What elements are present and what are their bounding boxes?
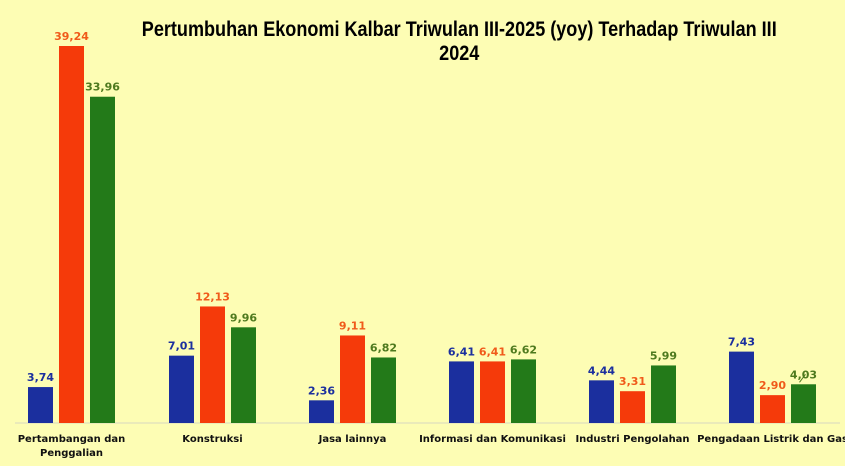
data-label: 4,03: [790, 368, 817, 381]
leader-line: [799, 373, 806, 383]
bar: [480, 361, 505, 423]
category-label: Pertambangan dan: [18, 434, 126, 445]
category-label: Industri Pengolahan: [575, 434, 689, 445]
data-label: 2,90: [759, 379, 786, 392]
bar: [340, 335, 365, 423]
data-label: 39,24: [54, 30, 89, 43]
data-label: 5,99: [650, 349, 677, 362]
bar: [28, 387, 53, 423]
chart-title: Pertumbuhan Ekonomi Kalbar Triwulan III-…: [141, 18, 777, 65]
category-label: Penggalian: [40, 448, 103, 459]
data-label: 9,11: [339, 319, 366, 332]
data-label: 6,41: [448, 345, 475, 358]
category-label: Konstruksi: [182, 434, 242, 445]
data-label: 3,31: [619, 375, 646, 388]
data-label: 7,43: [728, 336, 755, 349]
bar: [620, 391, 645, 423]
bar: [231, 327, 256, 423]
data-label: 33,96: [85, 81, 120, 94]
bar: [589, 380, 614, 423]
data-label: 7,01: [168, 340, 195, 353]
data-label: 6,62: [510, 343, 537, 356]
data-label: 6,41: [479, 345, 506, 358]
data-label: 2,36: [308, 384, 335, 397]
bar: [449, 361, 474, 423]
bar: [760, 395, 785, 423]
bar: [90, 96, 115, 423]
category-label: Pengadaan Listrik dan Gas: [697, 434, 845, 445]
bar: [651, 365, 676, 423]
data-label: 12,13: [195, 290, 230, 303]
bar: [511, 359, 536, 423]
bar: [791, 384, 816, 423]
bar: [169, 355, 194, 423]
bar: [309, 400, 334, 423]
category-label: Informasi dan Komunikasi: [419, 434, 566, 445]
data-label: 9,96: [230, 311, 257, 324]
data-label: 4,44: [588, 364, 615, 377]
bar: [729, 351, 754, 423]
data-label: 3,74: [27, 371, 54, 384]
bar: [200, 306, 225, 423]
bar: [59, 46, 84, 423]
data-label: 6,82: [370, 341, 397, 354]
bar: [371, 357, 396, 423]
category-label: Jasa lainnya: [318, 434, 387, 445]
